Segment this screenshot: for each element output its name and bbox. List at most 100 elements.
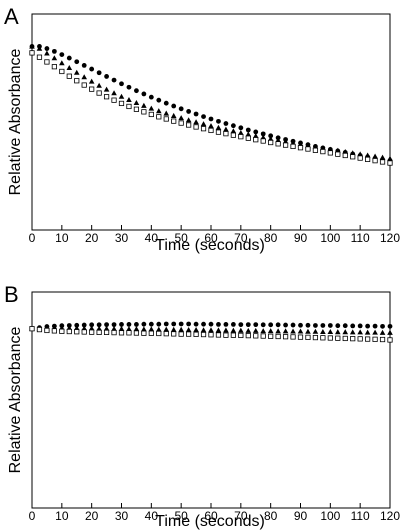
- data-point: [111, 325, 117, 331]
- data-point: [66, 55, 72, 61]
- data-point: [178, 106, 184, 112]
- x-tick-label: 20: [85, 231, 99, 245]
- data-point: [350, 323, 356, 329]
- data-point: [96, 82, 102, 88]
- data-point: [89, 66, 95, 72]
- data-point: [193, 119, 199, 125]
- x-tick-label: 120: [380, 509, 400, 523]
- data-point: [335, 323, 341, 329]
- data-point: [96, 70, 102, 76]
- data-point: [380, 323, 385, 329]
- data-point: [208, 321, 214, 327]
- data-point: [223, 131, 229, 137]
- data-point: [81, 63, 87, 68]
- data-points: [29, 321, 393, 343]
- data-point: [387, 323, 393, 329]
- x-tick-label: 110: [351, 509, 370, 523]
- data-point: [365, 156, 371, 162]
- x-tick-label: 20: [85, 509, 99, 523]
- data-points: [29, 43, 393, 166]
- data-point: [230, 132, 236, 138]
- x-tick-label: 90: [294, 509, 308, 523]
- data-point: [372, 336, 378, 342]
- data-point: [215, 124, 222, 130]
- data-point: [253, 137, 259, 143]
- data-point: [96, 329, 102, 335]
- data-point: [230, 322, 236, 327]
- data-point: [364, 329, 371, 335]
- data-point: [379, 159, 386, 165]
- data-point: [312, 147, 319, 153]
- panel-a: A 0 10 20 30 40 50 60 70 80 90 100 110 120 Time (sec…: [4, 4, 400, 254]
- data-point: [245, 322, 251, 328]
- x-tick-label: 70: [234, 509, 248, 523]
- data-point: [327, 150, 333, 156]
- data-point: [200, 331, 207, 338]
- data-point: [44, 327, 50, 334]
- data-point: [379, 154, 386, 160]
- data-point: [36, 326, 43, 333]
- data-point: [350, 336, 356, 342]
- data-point: [74, 329, 80, 335]
- data-point: [267, 328, 274, 334]
- data-point: [155, 326, 162, 332]
- data-point: [104, 322, 109, 328]
- data-point: [201, 114, 206, 119]
- data-point: [185, 117, 192, 123]
- data-point: [275, 328, 281, 334]
- data-point: [387, 329, 393, 335]
- data-point: [148, 321, 154, 327]
- data-point: [36, 54, 43, 60]
- data-point: [141, 91, 147, 97]
- data-point: [96, 322, 102, 328]
- data-point: [230, 123, 236, 129]
- data-point: [200, 121, 207, 127]
- data-point: [74, 322, 80, 328]
- data-point: [223, 327, 229, 333]
- data-point: [171, 331, 177, 337]
- data-point: [59, 68, 65, 75]
- data-point: [275, 141, 281, 147]
- data-point: [379, 336, 386, 343]
- data-point: [260, 328, 267, 334]
- x-tick-label: 60: [204, 231, 218, 245]
- data-point: [44, 59, 50, 65]
- data-point: [118, 100, 125, 107]
- data-point: [334, 329, 341, 335]
- data-point: [111, 322, 117, 328]
- data-point: [208, 127, 214, 134]
- data-point: [230, 327, 237, 333]
- data-point: [245, 131, 252, 137]
- data-point: [103, 94, 110, 100]
- data-point: [245, 327, 252, 333]
- data-point: [223, 332, 229, 338]
- data-point: [148, 111, 154, 118]
- data-point: [134, 322, 139, 327]
- data-point: [320, 323, 326, 328]
- data-point: [171, 321, 177, 327]
- data-point: [267, 136, 274, 142]
- x-tick-label: 100: [320, 231, 340, 245]
- data-point: [252, 327, 259, 333]
- data-point: [126, 103, 132, 110]
- data-point: [73, 325, 80, 331]
- data-point: [111, 330, 117, 336]
- data-point: [357, 155, 363, 161]
- data-point: [59, 60, 65, 66]
- data-point: [260, 131, 266, 137]
- x-tick-label: 40: [145, 509, 159, 523]
- data-point: [379, 329, 386, 335]
- data-point: [170, 326, 177, 332]
- data-point: [163, 331, 169, 337]
- data-point: [73, 69, 80, 75]
- data-point: [51, 328, 57, 334]
- x-tick-label: 110: [351, 231, 370, 245]
- data-point: [365, 336, 371, 342]
- data-point: [81, 329, 87, 335]
- data-point: [260, 138, 266, 144]
- data-point: [134, 88, 139, 94]
- data-point: [312, 334, 319, 341]
- data-point: [238, 332, 244, 339]
- data-point: [245, 333, 251, 339]
- x-tick-label: 10: [55, 231, 69, 245]
